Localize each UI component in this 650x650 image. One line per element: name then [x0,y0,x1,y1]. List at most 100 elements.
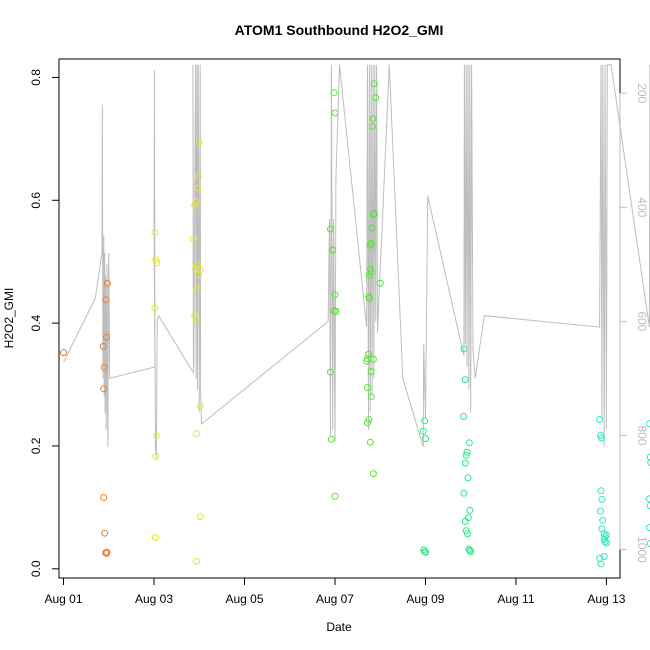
x-tick-label: Aug 07 [316,592,354,606]
y-tick-label: 0.6 [29,192,43,209]
chart-title: ATOM1 Southbound H2O2_GMI [235,22,444,38]
data-point [194,172,202,180]
data-point [192,198,200,206]
data-point [370,210,378,218]
data-point [192,316,200,324]
data-point [191,311,199,319]
data-point [151,304,159,312]
plot-frame [58,58,621,579]
data-point [460,345,468,353]
altitude-line [63,64,650,459]
data-point [193,430,200,438]
x-tick-label: Aug 09 [406,592,444,606]
data-point [330,89,338,97]
data-point [461,376,469,384]
data-point [99,342,107,350]
data-point [153,259,161,267]
data-point [461,459,469,467]
y2-tick-label: 200 [635,83,649,103]
data-point [368,224,376,232]
x-axis: Aug 01 Aug 03 Aug 05 Aug 07 Aug 09 Aug 11 Aug … [45,577,626,606]
x-tick-label: Aug 01 [45,592,83,606]
data-point [463,448,471,456]
data-point [195,138,203,146]
data-point [646,502,650,509]
data-point [327,225,334,233]
data-point [329,246,337,254]
data-point [369,115,377,123]
data-point [367,268,375,276]
data-point [193,285,201,293]
data-point [151,534,159,541]
data-point [597,507,604,515]
x-tick-label: Aug 11 [497,592,534,606]
data-point [599,516,607,524]
data-point [365,295,373,302]
data-point [601,538,609,546]
data-point [422,548,429,556]
data-point [465,439,473,447]
data-point [196,402,204,410]
data-point [645,420,650,428]
data-point [596,416,604,423]
data-point [461,518,469,525]
data-point [369,355,377,363]
data-point [194,184,202,192]
data-point [152,452,160,460]
data-point [422,435,429,443]
data-point [103,279,111,287]
x-tick-label: Aug 03 [135,592,173,606]
data-point [365,350,372,358]
data-point [193,557,200,565]
x-tick-label: Aug 05 [225,592,263,606]
data-point [647,459,650,466]
data-point [196,513,204,521]
data-point [100,363,108,371]
y2-tick-label: 1000 [635,536,649,563]
data-point [152,256,160,264]
x-axis-label: Date [326,620,352,634]
data-point [364,384,371,392]
data-point [60,349,67,357]
data-point [331,492,339,500]
x-tick-label: Aug 13 [587,592,625,606]
y2-tick-label: 400 [635,197,649,217]
data-point [189,235,197,243]
y-axis-label: H2O2_GMI [2,288,16,349]
y2-axis: 200 400 600 800 1000 [619,83,649,563]
data-point [367,368,375,376]
data-point [367,239,375,247]
data-point [462,451,470,459]
data-point [101,529,109,537]
data-point [646,540,650,548]
data-point [100,494,108,501]
data-point [366,438,374,446]
data-point [466,506,474,514]
data-point [327,435,335,443]
data-point [467,548,475,556]
data-point [331,291,339,299]
data-point [645,524,650,532]
data-point [602,539,610,547]
data-point [369,123,376,131]
y-tick-label: 0.8 [29,69,43,86]
data-point [102,296,110,304]
data-point [367,393,375,401]
data-point [192,265,200,273]
y2-tick-label: 800 [635,425,649,445]
data-point [602,531,610,539]
data-point [151,228,159,236]
data-point [597,487,605,495]
data-point [332,307,340,315]
data-point [370,80,378,88]
data-point [466,546,474,554]
y-axis: 0.0 0.2 0.4 0.6 0.8 [29,69,60,577]
data-point [597,560,605,568]
data-point [646,453,650,461]
data-point [152,432,160,439]
y2-tick-label: 600 [635,311,649,331]
data-point [366,265,374,273]
data-point [464,530,471,538]
data-point [103,333,110,341]
y-tick-label: 0.4 [29,314,43,331]
